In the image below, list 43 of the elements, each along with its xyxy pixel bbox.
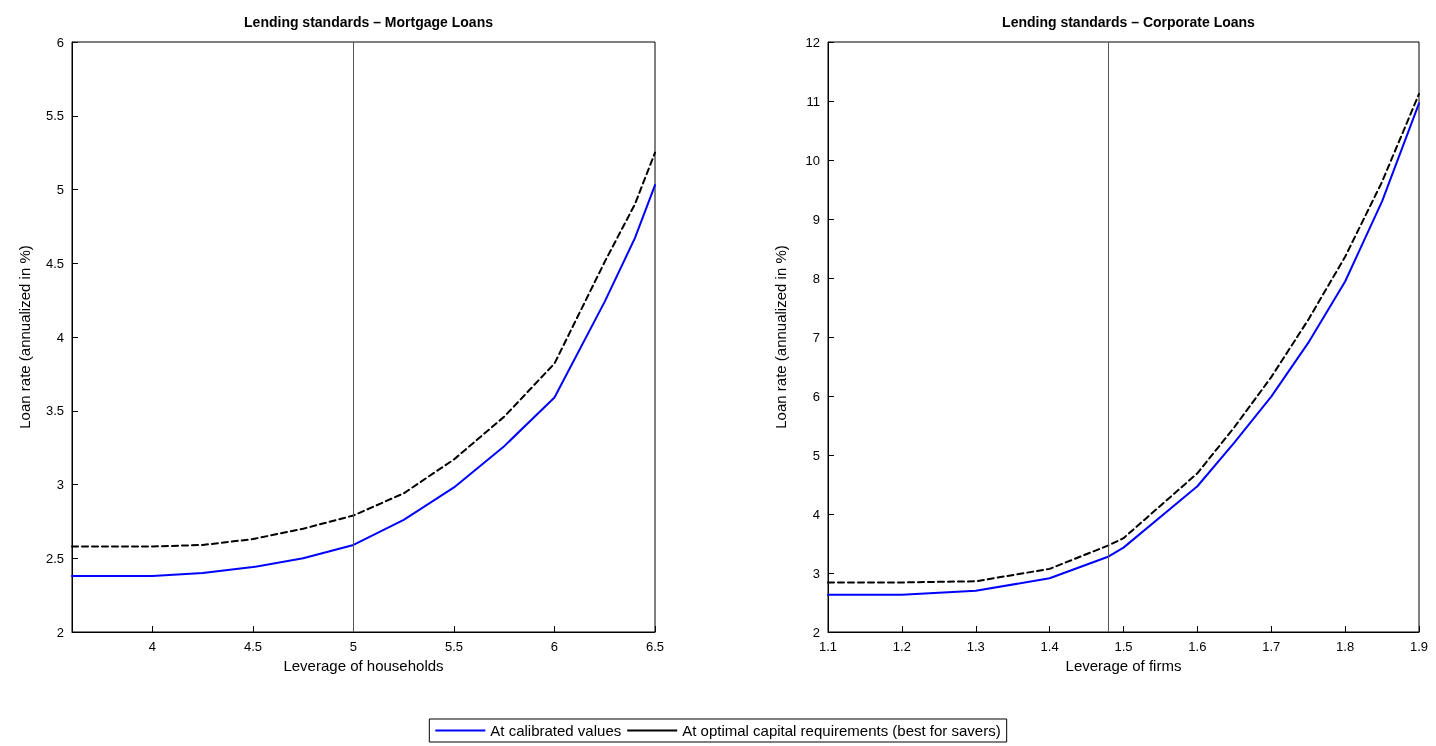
y-tick-label: 2.5 xyxy=(45,550,64,566)
x-tick-label: 1.5 xyxy=(1114,639,1133,654)
y-tick-label: 5 xyxy=(56,182,64,197)
x-tick-label: 1.3 xyxy=(966,639,985,654)
y-tick-label: 9 xyxy=(812,211,820,227)
x-tick-label: 4.5 xyxy=(243,639,262,654)
x-tick-label: 1.8 xyxy=(1336,639,1355,654)
x-tick-label: 5.5 xyxy=(444,639,463,654)
y-tick-label: 11 xyxy=(806,93,820,109)
y-tick-label: 4.5 xyxy=(45,255,64,271)
y-tick-label: 7 xyxy=(812,329,820,345)
y-tick-label: 5.5 xyxy=(45,108,64,124)
y-tick-label: 6 xyxy=(812,388,820,404)
x-tick-label: 1.1 xyxy=(818,639,838,654)
y-tick-label: 3.5 xyxy=(45,403,64,419)
y-axis-title: Loan rate (annualized in %) xyxy=(16,245,33,429)
y-tick-label: 8 xyxy=(812,270,820,286)
x-tick-label: 6 xyxy=(550,639,559,654)
x-tick-label: 1.2 xyxy=(892,639,911,654)
x-tick-label: 4 xyxy=(148,639,157,654)
y-tick-label: 4 xyxy=(812,506,820,522)
chart-title: Lending standards – Mortgage Loans xyxy=(244,14,494,30)
y-tick-label: 12 xyxy=(805,34,820,50)
y-axis-title: Loan rate (annualized in %) xyxy=(772,245,789,429)
legend-label: At optimal capital requirements (best for savers) xyxy=(682,722,1001,739)
x-tick-label: 1.7 xyxy=(1262,639,1281,654)
chart-title: Lending standards – Corporate Loans xyxy=(1002,14,1256,30)
y-tick-label: 2 xyxy=(812,624,820,640)
x-tick-label: 6.5 xyxy=(645,639,665,654)
y-tick-label: 6 xyxy=(56,34,64,50)
x-tick-label: 5 xyxy=(349,639,358,654)
y-tick-label: 3 xyxy=(56,477,64,492)
x-axis-title: Leverage of households xyxy=(283,657,444,674)
y-tick-label: 2 xyxy=(56,624,64,640)
x-tick-label: 1.4 xyxy=(1040,639,1059,654)
x-axis-title: Leverage of firms xyxy=(1065,657,1182,674)
y-tick-label: 3 xyxy=(812,565,820,581)
y-tick-label: 4 xyxy=(56,329,64,345)
y-tick-label: 5 xyxy=(812,447,820,463)
x-tick-label: 1.6 xyxy=(1188,639,1207,654)
x-tick-label: 1.9 xyxy=(1409,639,1429,654)
legend-label: At calibrated values xyxy=(490,722,622,739)
y-tick-label: 10 xyxy=(805,152,820,168)
